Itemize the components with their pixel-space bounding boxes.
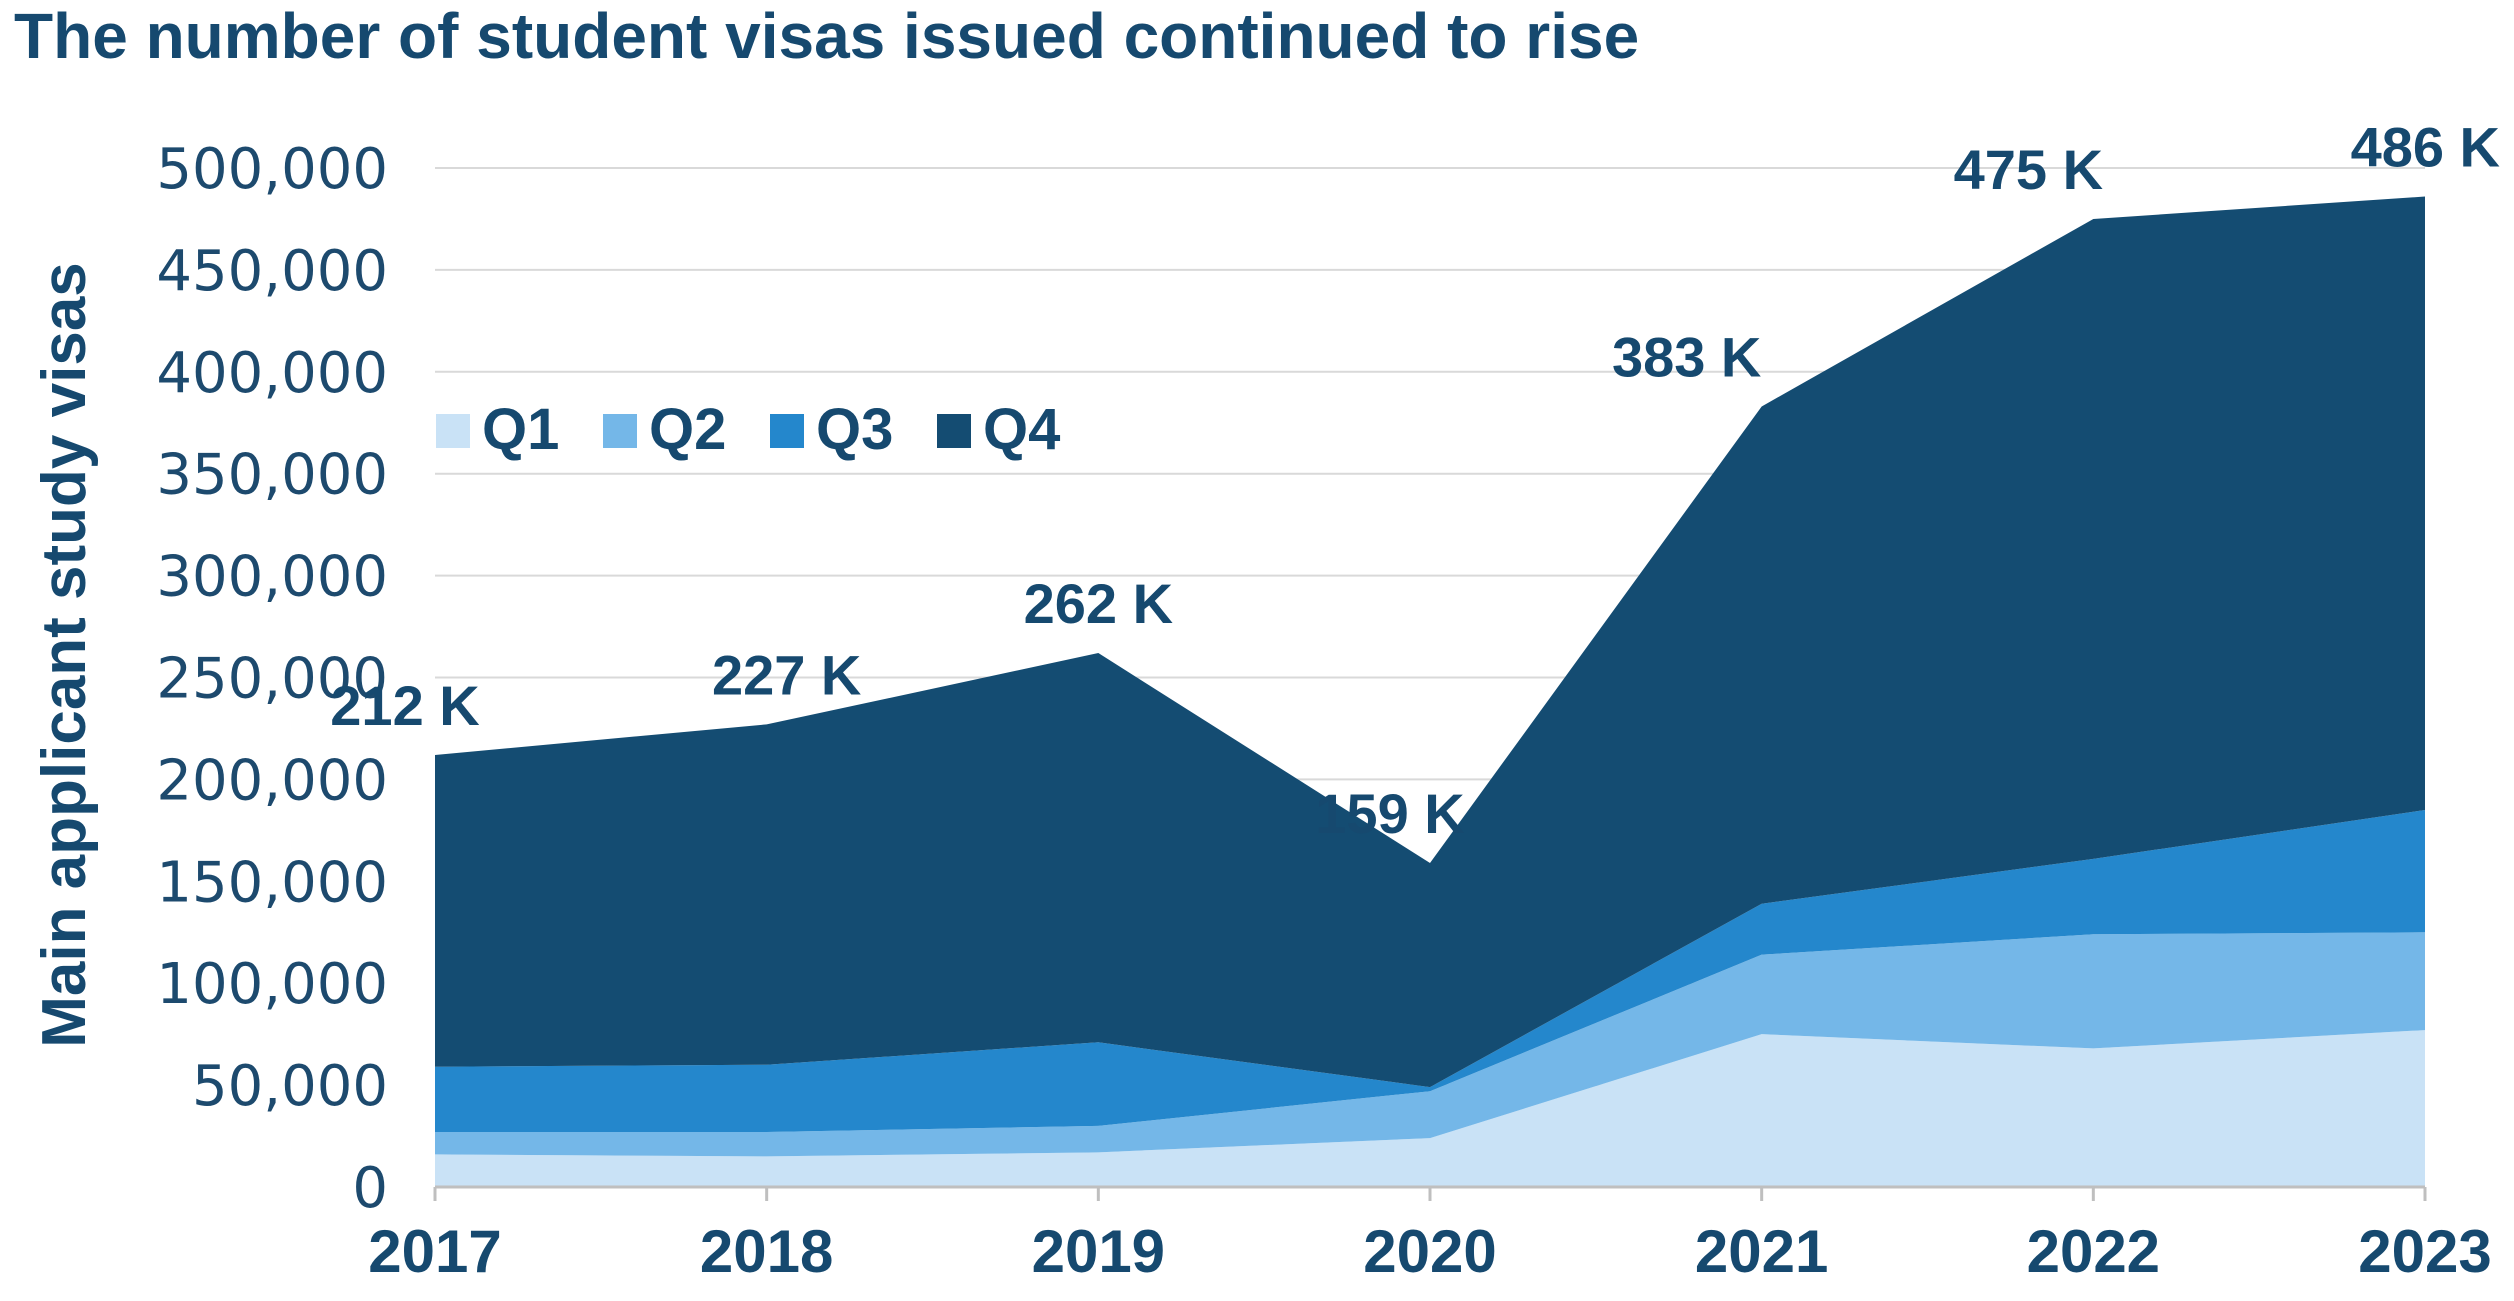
legend-label-q1: Q1 [482, 397, 559, 462]
y-tick-label: 150,000 [156, 850, 388, 915]
y-tick-label: 400,000 [156, 341, 388, 406]
y-tick-label: 500,000 [156, 137, 388, 202]
legend-label-q2: Q2 [649, 397, 726, 462]
y-tick-label: 300,000 [156, 545, 388, 610]
y-tick-label: 50,000 [192, 1054, 388, 1119]
y-tick-label: 450,000 [156, 239, 388, 304]
y-tick-label: 100,000 [156, 952, 388, 1017]
y-tick-label: 350,000 [156, 443, 388, 508]
y-tick-labels: 0 50,000 100,000 150,000 200,000 250,000 300,0… [156, 137, 388, 1221]
y-axis-label: Main applicant study visas [30, 262, 99, 1048]
legend-swatch-q2 [603, 414, 637, 448]
x-tick-label: 2023 [2358, 1218, 2491, 1285]
total-labels: 212 K 227 K 262 K 159 K 383 K 475 K 486 K [330, 116, 2500, 845]
x-tick-label: 2020 [1363, 1218, 1496, 1285]
total-label: 262 K [1024, 572, 1173, 635]
area-q4 [435, 196, 2425, 1088]
total-label: 227 K [712, 643, 861, 706]
total-label: 383 K [1612, 325, 1761, 388]
legend-label-q4: Q4 [983, 397, 1060, 462]
total-label: 212 K [330, 674, 479, 737]
x-tick-label: 2017 [368, 1218, 501, 1285]
legend-label-q3: Q3 [816, 397, 893, 462]
x-tick-label: 2022 [2027, 1218, 2160, 1285]
chart-title: The number of student visas issued conti… [14, 0, 1639, 72]
area-series [435, 196, 2425, 1187]
total-label: 486 K [2351, 116, 2500, 179]
y-tick-label: 0 [352, 1156, 388, 1221]
total-label: 475 K [1954, 138, 2103, 201]
area-q1 [435, 1030, 2425, 1187]
y-tick-label: 200,000 [156, 748, 388, 813]
x-axis: 2017 2018 2019 2020 2021 2022 2023 [368, 1185, 2492, 1285]
legend-swatch-q3 [770, 414, 804, 448]
area-q2 [435, 932, 2425, 1157]
x-tick-label: 2019 [1032, 1218, 1165, 1285]
legend-swatch-q1 [436, 414, 470, 448]
legend-swatch-q4 [937, 414, 971, 448]
x-tick-label: 2018 [700, 1218, 833, 1285]
y-tick-label: 250,000 [156, 647, 388, 712]
total-label: 159 K [1315, 782, 1464, 845]
area-q3 [435, 809, 2425, 1132]
legend: Q1 Q2 Q3 Q4 [436, 397, 1060, 462]
x-tick-label: 2021 [1695, 1218, 1828, 1285]
